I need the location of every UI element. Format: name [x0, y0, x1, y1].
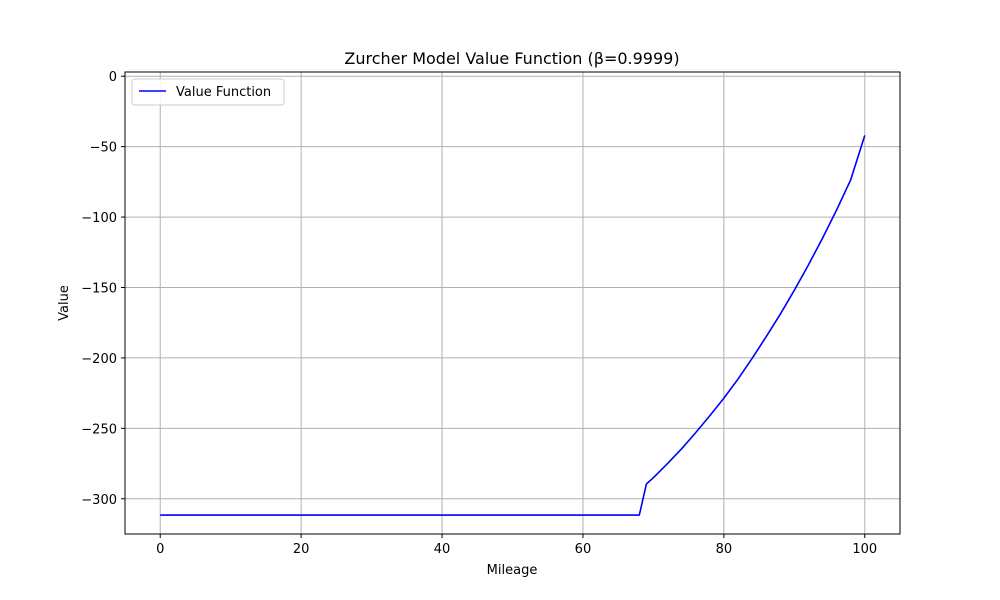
x-axis-label: Mileage [487, 563, 538, 578]
x-tick-label: 60 [575, 542, 592, 557]
y-tick-label: −100 [81, 211, 117, 226]
grid-layer [125, 72, 900, 534]
x-tick-label: 80 [716, 542, 733, 557]
y-axis-ticks: 0 −50 −100 −150 −200 −250 −300 [81, 70, 125, 508]
y-tick-label: 0 [109, 70, 117, 85]
legend-box [131, 78, 285, 106]
chart-title: Zurcher Model Value Function (β=0.9999) [344, 49, 679, 68]
y-tick-label: −300 [81, 493, 117, 508]
series-line-value-function [160, 135, 866, 516]
x-tick-label: 100 [852, 542, 877, 557]
y-tick-label: −250 [81, 422, 117, 437]
legend: Value Function [131, 78, 285, 106]
y-tick-label: −150 [81, 282, 117, 297]
legend-label-value-function: Value Function [176, 85, 271, 100]
y-tick-label: −50 [90, 141, 117, 156]
x-tick-label: 40 [434, 542, 451, 557]
y-tick-label: −200 [81, 352, 117, 367]
plot-frame [124, 71, 901, 535]
x-tick-label: 0 [156, 542, 164, 557]
series-layer [160, 135, 866, 516]
x-tick-label: 20 [293, 542, 310, 557]
x-axis-ticks: 0 20 40 60 80 100 [156, 534, 877, 557]
y-axis-label: Value [57, 285, 72, 321]
